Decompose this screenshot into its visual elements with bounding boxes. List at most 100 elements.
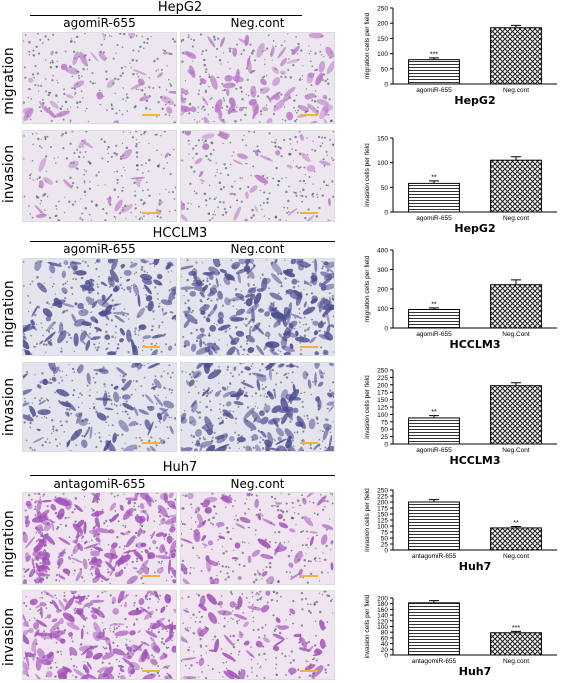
pore-dot [53,374,55,377]
pore-dot [300,348,302,351]
stained-cell [226,88,230,96]
stained-cell [35,631,50,640]
pore-dot [332,131,334,133]
pore-dot [71,379,74,382]
pore-dot [268,325,271,327]
pore-dot [288,58,290,60]
pore-dot [307,609,311,613]
pore-dot [27,675,30,677]
stained-cell [48,363,57,372]
stained-cell [292,407,299,413]
stained-cell [298,647,310,652]
category-label: agomiR-655 [416,215,452,222]
pore-dot [78,594,80,597]
pore-dot [192,147,195,150]
pore-dot [235,604,238,606]
stained-cell [239,516,251,524]
significance-mark: *** [512,625,520,632]
stained-cell [181,214,188,221]
y-tick-label: 175 [377,390,388,397]
pore-dot [234,120,237,123]
pore-dot [157,665,160,667]
stained-cell [213,303,218,311]
pore-dot [307,306,310,309]
pore-dot [60,134,63,137]
pore-dot [90,219,93,221]
pore-dot [255,494,258,497]
pore-dot [226,344,229,346]
pore-dot [187,36,190,39]
stained-cell [256,569,261,577]
stained-cell [207,369,222,380]
stained-cell [28,77,34,83]
pore-dot [289,613,292,616]
pore-dot [147,188,149,191]
pore-dot [194,145,196,147]
pore-dot [232,305,235,307]
pore-dot [101,157,104,160]
stained-cell [181,635,188,643]
pore-dot [324,558,327,562]
pore-dot [312,380,315,383]
pore-dot [72,561,74,563]
pore-dot [195,328,198,332]
stained-cell [299,134,305,141]
bar [490,284,542,329]
pore-dot [171,389,174,392]
stained-cell [328,197,331,207]
pore-dot [113,215,116,218]
pore-dot [239,177,242,179]
stained-cell [248,98,257,106]
stained-cell [35,604,42,609]
pore-dot [250,658,253,661]
pore-dot [173,198,176,200]
pore-dot [71,87,74,89]
stained-cell [291,49,296,55]
pore-dot [192,279,196,283]
pore-dot [32,143,34,146]
pore-dot [315,634,317,637]
pore-dot [135,142,138,146]
pore-dot [232,570,235,573]
pore-dot [60,350,63,353]
pore-dot [133,623,136,626]
pore-dot [254,392,258,395]
pore-dot [173,104,176,107]
pore-dot [40,84,43,87]
pore-dot [275,505,277,507]
pore-dot [88,422,90,425]
pore-dot [127,350,130,354]
pore-dot [54,661,57,664]
pore-dot [293,106,295,109]
pore-dot [333,351,334,353]
stained-cell [288,389,300,403]
stained-cell [289,528,296,533]
stained-cell [96,299,110,308]
pore-dot [169,82,171,85]
stained-cell [158,200,164,205]
stained-cell [198,657,205,667]
pore-dot [25,439,28,442]
stained-cell [234,293,245,299]
pore-dot [192,435,196,438]
pore-dot [275,139,277,141]
stained-cell [278,522,289,529]
category-label: agomiR-655 [416,331,452,338]
pore-dot [292,285,296,289]
pore-dot [170,575,173,578]
pore-dot [123,308,126,310]
stained-cell [65,94,74,99]
stained-cell [252,322,261,332]
pore-dot [147,170,150,172]
pore-dot [198,610,201,613]
stained-cell [271,66,280,75]
pore-dot [157,305,161,308]
pore-dot [52,283,55,285]
pore-dot [23,135,25,137]
pore-dot [243,446,245,449]
stained-cell [101,651,116,660]
pore-dot [95,445,98,449]
pore-dot [234,518,236,521]
pore-dot [112,630,115,633]
pore-dot [28,40,31,44]
